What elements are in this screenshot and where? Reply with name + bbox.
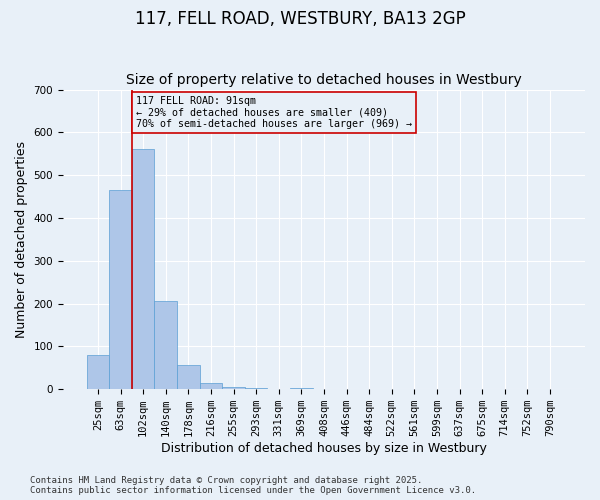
Bar: [290, 388, 313, 389]
Bar: [86, 355, 109, 389]
Bar: [132, 150, 154, 389]
Bar: [222, 387, 245, 389]
X-axis label: Distribution of detached houses by size in Westbury: Distribution of detached houses by size …: [161, 442, 487, 455]
Y-axis label: Number of detached properties: Number of detached properties: [15, 141, 28, 338]
Title: Size of property relative to detached houses in Westbury: Size of property relative to detached ho…: [126, 73, 522, 87]
Bar: [109, 190, 132, 389]
Text: Contains HM Land Registry data © Crown copyright and database right 2025.
Contai: Contains HM Land Registry data © Crown c…: [30, 476, 476, 495]
Bar: [200, 383, 222, 389]
Text: 117, FELL ROAD, WESTBURY, BA13 2GP: 117, FELL ROAD, WESTBURY, BA13 2GP: [134, 10, 466, 28]
Bar: [154, 300, 177, 389]
Bar: [245, 388, 268, 389]
Bar: [177, 365, 200, 389]
Text: 117 FELL ROAD: 91sqm
← 29% of detached houses are smaller (409)
70% of semi-deta: 117 FELL ROAD: 91sqm ← 29% of detached h…: [136, 96, 412, 129]
